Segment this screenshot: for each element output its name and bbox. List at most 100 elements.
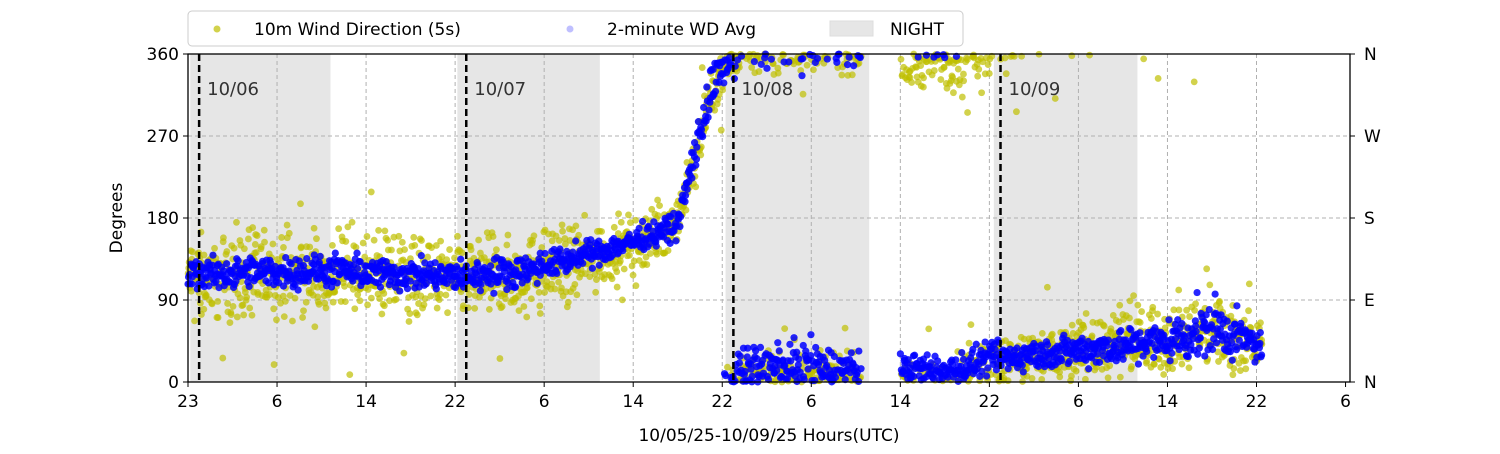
wind-direction-point (485, 305, 493, 313)
wind-direction-point (313, 235, 320, 243)
wind-direction-point (1216, 297, 1223, 305)
wd-avg-point (569, 248, 577, 256)
wind-direction-point (226, 319, 234, 327)
wind-direction-point (359, 239, 367, 247)
day-label: 10/06 (207, 79, 259, 100)
wind-direction-point (920, 83, 927, 91)
wind-direction-point (719, 86, 727, 94)
wind-direction-point (200, 305, 208, 313)
wind-direction-point (280, 313, 288, 321)
wd-avg-point (1256, 339, 1264, 348)
wind-direction-point (925, 325, 933, 333)
wind-direction-point (236, 294, 244, 302)
wind-direction-point (223, 248, 231, 255)
wd-avg-point (328, 283, 336, 291)
wind-direction-point (380, 302, 388, 310)
wind-direction-point (1056, 368, 1064, 376)
wd-avg-point (1150, 353, 1158, 362)
wind-direction-point (260, 226, 268, 234)
wind-direction-point (413, 311, 421, 319)
wind-direction-point (446, 246, 453, 253)
wd-avg-point (333, 279, 341, 287)
wind-direction-point (415, 300, 422, 307)
wd-avg-point (747, 365, 755, 373)
wind-direction-point (270, 361, 278, 368)
wd-avg-point (503, 285, 511, 294)
wind-direction-point (297, 243, 305, 251)
x-tick-label: 14 (622, 392, 644, 412)
wd-avg-point (969, 345, 977, 354)
wind-direction-point (1088, 332, 1096, 340)
right-y-tick-label: N (1364, 373, 1377, 393)
wd-avg-point (774, 339, 782, 347)
wind-direction-point (523, 313, 531, 321)
wd-avg-point (376, 283, 385, 291)
wd-avg-point (1196, 334, 1204, 342)
wind-direction-point (406, 310, 414, 317)
wd-avg-point (743, 353, 751, 361)
wind-direction-point (329, 241, 336, 249)
wd-avg-point (406, 277, 414, 285)
wind-direction-point (351, 305, 359, 313)
wd-avg-point (1212, 339, 1221, 347)
wd-avg-point (984, 364, 992, 372)
wind-direction-point (527, 295, 535, 303)
wind-direction-point (964, 109, 971, 116)
wd-avg-point (692, 155, 701, 163)
right-y-tick-label: S (1364, 209, 1375, 229)
wind-direction-point (458, 249, 466, 257)
wind-direction-point (940, 64, 948, 71)
wd-avg-point (294, 286, 302, 294)
wd-avg-point (431, 259, 439, 267)
wind-direction-point (848, 71, 856, 79)
wd-avg-point (811, 376, 819, 385)
wd-avg-point (833, 58, 841, 66)
wind-direction-point (278, 234, 285, 241)
wd-avg-point (944, 373, 952, 381)
x-tick-label: 22 (711, 392, 733, 412)
wind-direction-point (310, 224, 318, 232)
wd-avg-point (676, 223, 684, 231)
wind-direction-point (598, 228, 605, 235)
wd-avg-point (703, 83, 711, 91)
wd-avg-point (457, 255, 465, 263)
legend-marker-wd-avg (566, 25, 574, 33)
wd-avg-point (1095, 358, 1104, 366)
wind-direction-point (958, 93, 966, 101)
wind-direction-point (1214, 348, 1222, 356)
wd-avg-point (1226, 348, 1234, 356)
wind-direction-point (538, 244, 546, 251)
wind-direction-point (380, 290, 388, 297)
wind-direction-point (561, 240, 569, 248)
wind-direction-point (1100, 322, 1108, 330)
wd-avg-point (414, 265, 422, 273)
x-tick-label: 6 (806, 392, 817, 412)
wind-direction-point (248, 311, 256, 319)
wd-avg-point (694, 118, 703, 126)
x-tick-label: 22 (1246, 392, 1268, 412)
wind-direction-point (1138, 308, 1146, 315)
wind-direction-point (344, 223, 352, 231)
wd-avg-point (353, 249, 361, 257)
wd-avg-point (823, 55, 831, 63)
wind-direction-point (300, 307, 307, 315)
wind-direction-point (1236, 367, 1244, 374)
legend-marker-wind-direction (213, 25, 221, 33)
wd-avg-point (321, 269, 329, 277)
wd-avg-point (396, 287, 404, 295)
wd-avg-point (1103, 342, 1111, 350)
x-tick-label: 14 (890, 392, 912, 412)
wind-direction-point (573, 291, 581, 299)
wind-direction-point (214, 314, 222, 321)
wd-avg-point (672, 237, 680, 245)
wd-avg-point (1232, 346, 1241, 354)
wd-avg-point (1202, 311, 1210, 319)
wd-avg-point (303, 254, 311, 263)
wind-direction-point (1178, 360, 1186, 368)
wd-avg-point (952, 356, 960, 364)
wd-avg-point (753, 355, 761, 363)
wind-direction-point (1203, 265, 1211, 273)
wind-direction-point (530, 232, 538, 240)
wind-direction-point (838, 71, 846, 79)
wd-avg-point (795, 355, 803, 363)
